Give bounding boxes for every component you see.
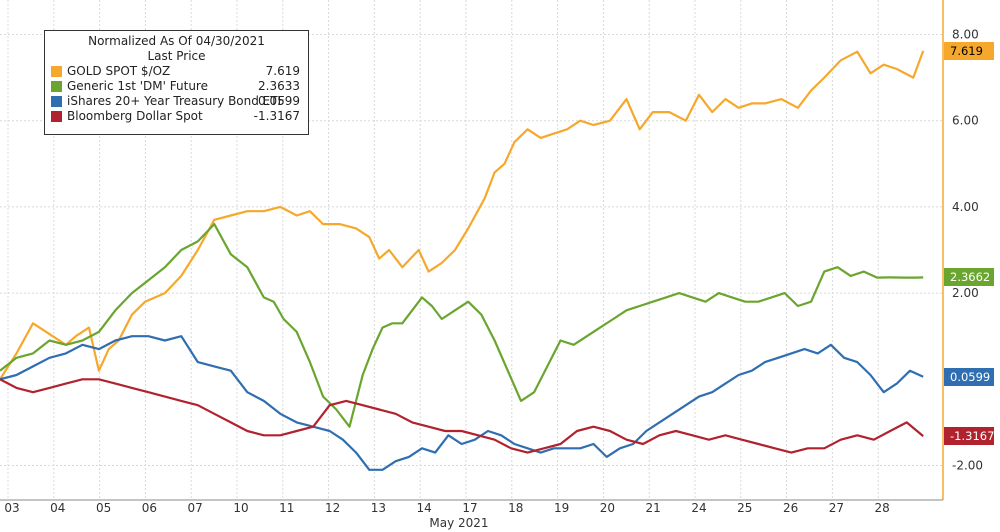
legend-label-treasury-etf: iShares 20+ Year Treasury Bond ETF	[67, 94, 285, 108]
x-tick-label: 11	[279, 501, 294, 515]
series-line-treasury-etf	[0, 335, 924, 471]
legend-value-gold: 7.619	[265, 64, 300, 78]
x-tick-label: 14	[417, 501, 432, 515]
y-tick-label: 4.00	[952, 200, 979, 214]
x-tick-label: 10	[233, 501, 248, 515]
treasury-etf-swatch-icon	[51, 96, 62, 107]
series-line-dollar-spot	[0, 378, 924, 454]
series-lines	[0, 50, 925, 471]
last-value-tag-treasury-etf: 0.0599	[944, 367, 994, 386]
legend-title: Normalized As Of 04/30/2021	[88, 34, 265, 48]
x-tick-label: 18	[508, 501, 523, 515]
x-tick-label: 19	[554, 501, 569, 515]
x-tick-label: 07	[188, 501, 203, 515]
x-tick-label: 06	[142, 501, 157, 515]
y-tick-label: 6.00	[952, 114, 979, 128]
legend-label-gold: GOLD SPOT $/OZ	[67, 64, 171, 78]
dollar-spot-swatch-icon	[51, 111, 62, 122]
legend-value-dm-future: 2.3633	[258, 79, 300, 93]
y-tick-label: 8.00	[952, 27, 979, 41]
legend-item-dollar-spot: Bloomberg Dollar Spot -1.3167	[45, 109, 308, 124]
x-tick-label: 03	[4, 501, 19, 515]
legend-item-treasury-etf: iShares 20+ Year Treasury Bond ETF 0.059…	[45, 94, 308, 109]
gold-swatch-icon	[51, 66, 62, 77]
last-value-tag-dm-future: 2.3662	[944, 268, 994, 287]
x-tick-label: 20	[600, 501, 615, 515]
x-tick-label: 25	[737, 501, 752, 515]
legend: Normalized As Of 04/30/2021 Last Price G…	[44, 30, 309, 135]
y-tick-label: -2.00	[952, 459, 983, 473]
chart-axes	[0, 0, 944, 501]
x-tick-label: 12	[325, 501, 340, 515]
x-tick-label: 27	[829, 501, 844, 515]
x-tick-label: 05	[96, 501, 111, 515]
dm-future-swatch-icon	[51, 81, 62, 92]
last-value-tag-gold: 7.619	[944, 41, 994, 60]
x-tick-label: 26	[783, 501, 798, 515]
x-tick-label: 28	[875, 501, 890, 515]
last-value-tag-dollar-spot: -1.3167	[944, 427, 994, 446]
x-tick-labels: 03 04 05 06 07 10 11 12 13 14 17 18 19 20 21 24 25 26 27 28	[4, 501, 889, 515]
legend-label-dm-future: Generic 1st 'DM' Future	[67, 79, 208, 93]
legend-label-dollar-spot: Bloomberg Dollar Spot	[67, 109, 203, 123]
x-tick-label: 17	[462, 501, 477, 515]
y-tick-label: 2.00	[952, 286, 979, 300]
x-tick-label: 24	[691, 501, 706, 515]
x-tick-label: 04	[50, 501, 65, 515]
series-line-gold	[0, 50, 925, 380]
legend-value-treasury-etf: 0.0599	[258, 94, 300, 108]
legend-item-dm-future: Generic 1st 'DM' Future 2.3633	[45, 79, 308, 94]
x-axis-title: May 2021	[429, 516, 488, 530]
x-tick-label: 21	[646, 501, 661, 515]
legend-item-gold: GOLD SPOT $/OZ 7.619	[45, 64, 308, 79]
legend-subtitle: Last Price	[147, 49, 206, 63]
legend-value-dollar-spot: -1.3167	[253, 109, 300, 123]
series-line-dm-future	[0, 223, 924, 428]
y-tick-labels: 8.00 6.00 4.00 2.00 -2.00	[952, 27, 983, 472]
x-tick-label: 13	[371, 501, 386, 515]
